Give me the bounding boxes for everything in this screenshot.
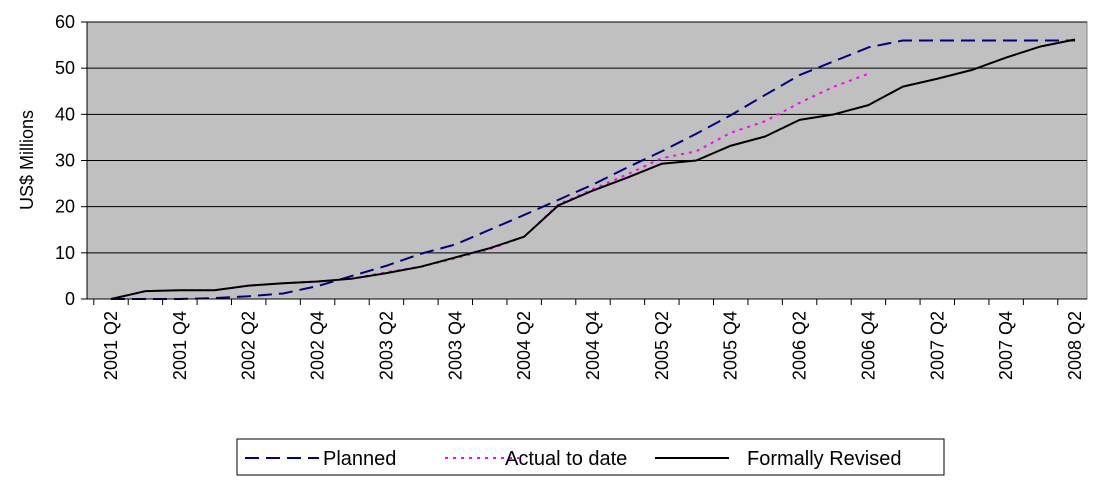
series-lines bbox=[110, 38, 1076, 300]
series-line-planned bbox=[111, 39, 1075, 300]
x-tick-label: 2004 Q4 bbox=[583, 311, 603, 380]
x-tick-label: 2005 Q2 bbox=[652, 311, 672, 380]
y-tick-label: 50 bbox=[55, 58, 75, 78]
x-tick-label: 2002 Q4 bbox=[308, 311, 328, 380]
x-tick-label: 2003 Q2 bbox=[376, 311, 396, 380]
y-tick-label: 30 bbox=[55, 151, 75, 171]
x-tick-label: 2008 Q2 bbox=[1065, 311, 1085, 380]
x-tick-label: 2007 Q2 bbox=[927, 311, 947, 380]
legend-label: Actual to date bbox=[505, 448, 627, 470]
x-tick-label: 2007 Q4 bbox=[996, 311, 1016, 380]
x-tick-label: 2001 Q4 bbox=[170, 311, 190, 380]
series-line-actual-to-date bbox=[110, 72, 869, 300]
y-tick-label: 60 bbox=[55, 12, 75, 32]
legend-label: Formally Revised bbox=[747, 448, 901, 470]
x-tick-label: 2003 Q4 bbox=[445, 311, 465, 380]
x-tick-label: 2002 Q2 bbox=[239, 311, 259, 380]
x-tick-label: 2005 Q4 bbox=[721, 311, 741, 380]
x-tick-label: 2001 Q2 bbox=[101, 311, 121, 380]
legend-box bbox=[236, 438, 945, 476]
y-axis-ticks: 0 10 20 30 40 50 60 bbox=[55, 12, 87, 309]
y-tick-label: 0 bbox=[65, 289, 75, 309]
legend-items: Planned Actual to date Formally Revised bbox=[245, 448, 901, 470]
x-tick-label: 2004 Q2 bbox=[514, 311, 534, 380]
legend: Planned Actual to date Formally Revised bbox=[236, 438, 945, 476]
x-tick-label: 2006 Q2 bbox=[790, 311, 810, 380]
y-axis-title: US$ Millions bbox=[17, 110, 37, 210]
y-tick-label: 40 bbox=[55, 104, 75, 124]
x-axis-ticks: 2001 Q2 2001 Q4 2002 Q2 2002 Q4 2003 Q2 2003 … bbox=[93, 299, 1085, 380]
y-tick-label: 20 bbox=[55, 197, 75, 217]
series-line-formally-revised bbox=[110, 38, 1076, 300]
legend-label: Planned bbox=[323, 448, 396, 470]
x-tick-label: 2006 Q4 bbox=[858, 311, 878, 380]
y-tick-label: 10 bbox=[55, 243, 75, 263]
